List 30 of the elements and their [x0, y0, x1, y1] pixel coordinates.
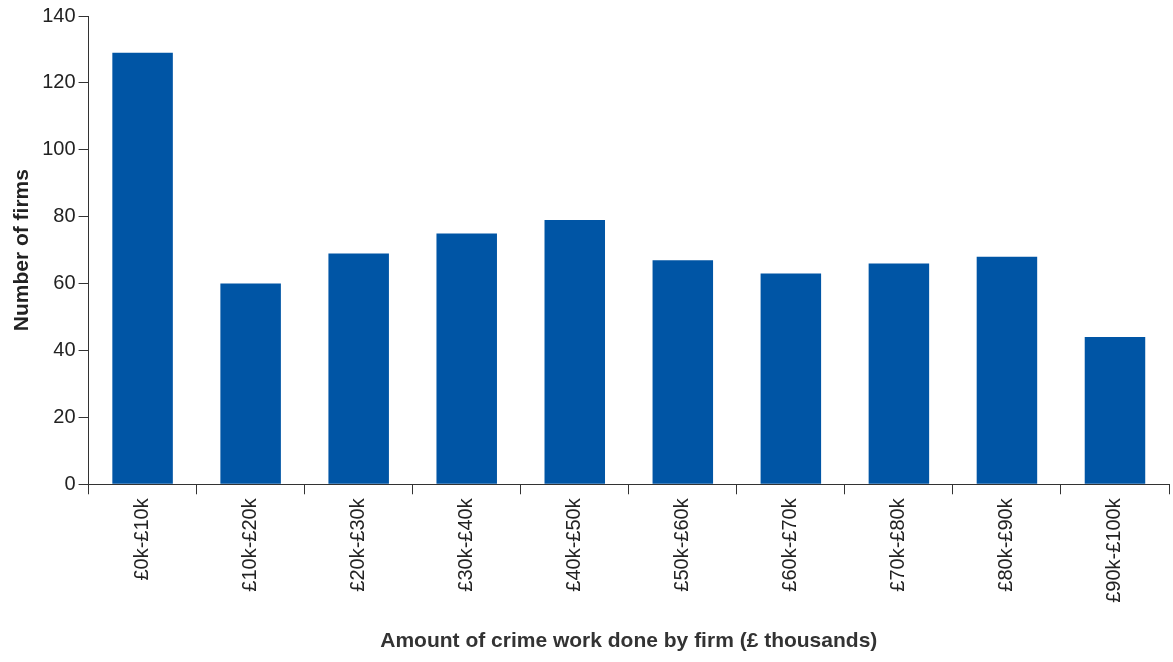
- y-tick-label: 60: [53, 271, 76, 294]
- bar: [112, 52, 173, 484]
- bar: [220, 283, 281, 484]
- y-tick-label: 140: [42, 3, 76, 26]
- x-tick-label: £60k-£70k: [778, 497, 801, 592]
- y-tick-label: 120: [42, 70, 76, 93]
- y-tick-label: 100: [42, 137, 76, 160]
- y-tick-label: 40: [53, 338, 76, 360]
- x-tick-label: £20k-£30k: [346, 497, 369, 592]
- x-tick-label: £10k-£20k: [238, 497, 261, 592]
- bar: [328, 253, 389, 484]
- x-tick-label: £40k-£50k: [562, 497, 585, 592]
- x-tick-label: £80k-£90k: [994, 497, 1017, 592]
- x-tick-label: £90k-£100k: [1102, 497, 1125, 603]
- x-axis-title: Amount of crime work done by firm (£ thousands): [380, 628, 878, 652]
- x-tick-label: £50k-£60k: [670, 497, 693, 592]
- y-tick-label: 0: [64, 471, 76, 494]
- y-axis-title: Number of firms: [9, 169, 33, 332]
- bar: [436, 233, 497, 484]
- bar: [544, 220, 606, 484]
- x-tick-label: £70k-£80k: [886, 497, 909, 592]
- bar: [760, 273, 822, 484]
- y-tick-label: 80: [53, 204, 76, 227]
- bar: [1084, 337, 1146, 484]
- x-tick-label: £30k-£40k: [454, 497, 477, 592]
- x-tick-label: £0k-£10k: [130, 497, 153, 581]
- bar: [976, 256, 1038, 484]
- bar: [652, 260, 714, 484]
- bar: [868, 263, 930, 484]
- y-tick-label: 20: [53, 404, 76, 427]
